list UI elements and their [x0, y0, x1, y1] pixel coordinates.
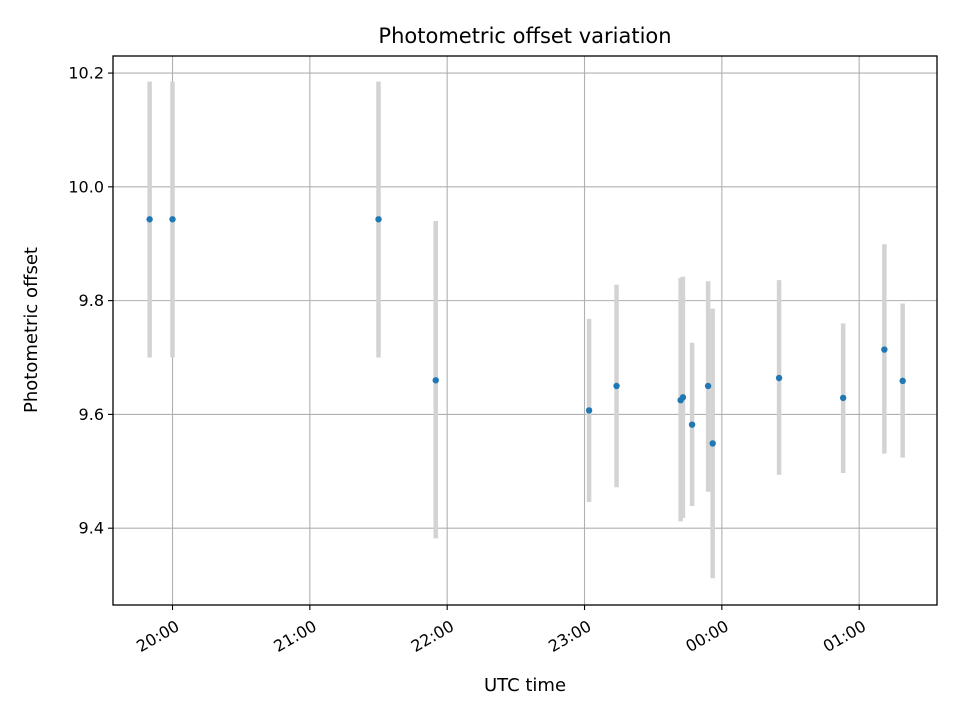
data-point: [679, 394, 687, 401]
data-point: [704, 382, 712, 390]
data-point: [899, 377, 906, 385]
data-points: [146, 216, 906, 447]
grid: [113, 56, 937, 605]
data-point: [839, 394, 847, 402]
y-axis-title: Photometric offset: [21, 247, 42, 413]
data-point: [169, 216, 176, 223]
data-point: [881, 346, 888, 353]
y-tick-label: 9.6: [79, 405, 104, 424]
x-axis-title: UTC time: [484, 675, 566, 696]
chart-title: Photometric offset variation: [378, 24, 671, 48]
data-point: [375, 216, 382, 223]
data-point: [775, 374, 783, 382]
data-point: [709, 440, 716, 447]
y-tick-label: 10.2: [68, 64, 104, 83]
data-point: [585, 407, 593, 414]
data-point: [432, 377, 439, 384]
data-point: [146, 216, 153, 223]
data-point: [688, 421, 696, 428]
y-tick-label: 9.8: [79, 291, 104, 310]
y-tick-label: 9.4: [79, 519, 104, 538]
data-point: [613, 382, 620, 390]
plot-frame: [112, 55, 938, 606]
y-axis-ticks: 9.4 9.6 9.8 10.0 10.2: [68, 64, 113, 538]
y-tick-label: 10.0: [68, 177, 104, 196]
